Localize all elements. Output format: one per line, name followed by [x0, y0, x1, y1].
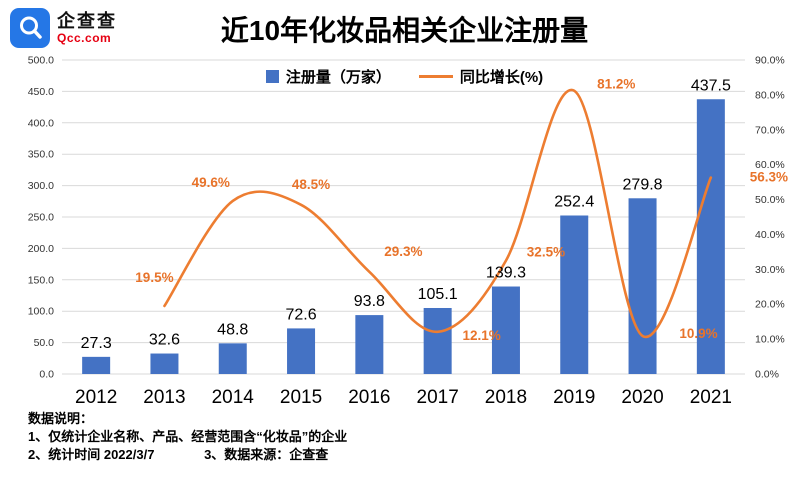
bar — [287, 328, 316, 374]
bar-legend-swatch — [265, 70, 279, 83]
right-axis-tick: 10.0% — [755, 334, 785, 346]
line-value-label: 10.9% — [679, 326, 717, 341]
x-axis-year-label: 2014 — [212, 387, 255, 408]
legend-item-registrations: 注册量（万家） — [265, 66, 391, 87]
footnotes: 数据说明： 1、仅统计企业名称、产品、经营范围含“化妆品”的企业 2、统计时间 … — [28, 410, 347, 464]
line-value-label: 29.3% — [384, 244, 422, 259]
left-axis-tick: 150.0 — [28, 274, 54, 286]
line-value-label: 56.3% — [750, 170, 788, 185]
line-value-label: 48.5% — [292, 177, 330, 192]
bar — [150, 353, 179, 374]
x-axis-year-label: 2017 — [417, 387, 459, 408]
line-value-label: 19.5% — [135, 270, 173, 285]
right-axis-tick: 30.0% — [755, 264, 785, 276]
x-axis-year-label: 2020 — [621, 387, 663, 408]
bar — [560, 215, 589, 374]
left-axis-tick: 250.0 — [28, 212, 54, 224]
right-axis-tick: 60.0% — [755, 159, 785, 171]
legend-bar-label: 注册量（万家） — [285, 69, 391, 86]
right-axis-tick: 40.0% — [755, 229, 785, 241]
footnote-1: 1、仅统计企业名称、产品、经营范围含“化妆品”的企业 — [28, 429, 348, 444]
right-axis-tick: 0.0% — [755, 369, 779, 381]
bar — [696, 99, 725, 374]
bar — [491, 286, 520, 374]
x-axis-year-label: 2012 — [75, 387, 117, 408]
line-legend-swatch — [418, 75, 453, 78]
line-value-label: 81.2% — [597, 77, 635, 92]
qcc-logo-icon — [10, 8, 50, 48]
bar — [355, 315, 384, 374]
x-axis-year-label: 2021 — [690, 387, 732, 408]
bar-value-label: 32.6 — [149, 332, 180, 349]
bar-value-label: 252.4 — [554, 193, 594, 210]
bar — [218, 343, 247, 374]
legend-line-label: 同比增长(%) — [459, 69, 544, 86]
bar-value-label: 139.3 — [486, 265, 526, 282]
bar-value-label: 72.6 — [285, 306, 316, 323]
qcc-logo: 企查查 Qcc.com — [10, 8, 117, 48]
logo-text: 企查查 Qcc.com — [57, 11, 117, 46]
left-axis-tick: 350.0 — [28, 149, 54, 161]
left-axis-tick: 0.0 — [39, 369, 54, 381]
legend-item-growth: 同比增长(%) — [418, 66, 544, 87]
logo-domain: Qcc.com — [57, 31, 112, 46]
right-axis-tick: 70.0% — [755, 124, 785, 136]
x-axis-year-label: 2013 — [143, 387, 185, 408]
left-axis-tick: 200.0 — [28, 243, 54, 255]
bar-value-label: 93.8 — [354, 293, 385, 310]
line-value-label: 12.1% — [463, 328, 501, 343]
left-axis-tick: 300.0 — [28, 180, 54, 192]
bar-value-label: 437.5 — [691, 77, 731, 94]
left-axis-tick: 50.0 — [34, 337, 55, 349]
left-axis-tick: 100.0 — [28, 306, 54, 318]
left-axis-tick: 450.0 — [28, 86, 54, 98]
right-axis-tick: 50.0% — [755, 194, 785, 206]
footnote-title: 数据说明： — [28, 411, 94, 426]
footnote-2: 2、统计时间 2022/3/7 — [28, 447, 155, 462]
bar-value-label: 27.3 — [81, 335, 112, 352]
footnote-3: 3、数据来源：企查查 — [204, 447, 329, 462]
bar-value-label: 48.8 — [217, 321, 248, 338]
growth-line — [163, 88, 713, 339]
x-axis-year-label: 2018 — [485, 387, 527, 408]
right-axis-tick: 20.0% — [755, 299, 785, 311]
bar — [628, 198, 657, 374]
bar — [423, 307, 452, 374]
right-axis-tick: 80.0% — [755, 89, 785, 101]
chart-legend: 注册量（万家） 同比增长(%) — [0, 66, 809, 87]
x-axis-year-label: 2019 — [553, 387, 595, 408]
x-axis-year-label: 2015 — [280, 387, 322, 408]
left-axis-tick: 500.0 — [28, 55, 54, 67]
line-value-label: 32.5% — [527, 245, 565, 260]
footnote-row: 2、统计时间 2022/3/7 3、数据来源：企查查 — [28, 446, 347, 464]
right-axis-tick: 90.0% — [755, 55, 785, 67]
x-axis-year-label: 2016 — [348, 387, 390, 408]
bar — [82, 356, 111, 374]
line-value-label: 49.6% — [192, 175, 230, 190]
bar-value-label: 279.8 — [623, 176, 663, 193]
logo-name: 企查查 — [57, 10, 117, 31]
chart-title: 近10年化妆品相关企业注册量 — [220, 15, 589, 46]
left-axis-tick: 400.0 — [28, 117, 54, 129]
bar-value-label: 105.1 — [418, 286, 458, 303]
